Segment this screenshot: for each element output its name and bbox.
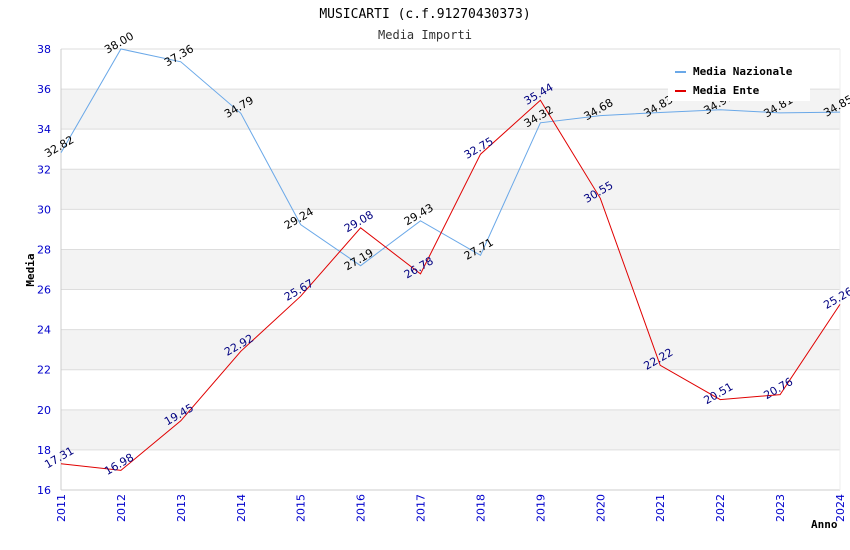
y-tick-label: 26 bbox=[37, 284, 51, 297]
data-label: 20.51 bbox=[702, 380, 736, 407]
grid-band bbox=[61, 329, 840, 370]
x-tick-label: 2021 bbox=[654, 494, 667, 522]
x-tick-labels: 2011 2012 2013 2014 2015 2016 2017 2018 2019 2020… bbox=[55, 494, 847, 522]
series-group bbox=[60, 48, 841, 471]
y-tick-label: 38 bbox=[37, 43, 51, 56]
chart-subtitle: Media Importi bbox=[378, 28, 472, 42]
x-tick-label: 2022 bbox=[714, 494, 727, 522]
y-tick-label: 16 bbox=[37, 484, 51, 497]
y-axis-label: Media bbox=[24, 253, 37, 286]
x-axis-label: Anno bbox=[811, 518, 838, 531]
y-tick-labels: 16 18 20 22 24 26 28 30 32 34 36 38 bbox=[37, 43, 51, 497]
x-tick-label: 2017 bbox=[415, 494, 428, 522]
legend: Media Nazionale Media Ente bbox=[668, 60, 810, 101]
x-tick-label: 2024 bbox=[834, 494, 847, 522]
legend-box bbox=[668, 60, 810, 101]
grid-band bbox=[61, 249, 840, 290]
data-label: 32.82 bbox=[42, 133, 76, 160]
x-tick-label: 2016 bbox=[355, 494, 368, 522]
x-tick-label: 2013 bbox=[175, 494, 188, 522]
y-tick-label: 24 bbox=[37, 324, 51, 337]
grid-band bbox=[61, 409, 840, 450]
legend-label-media-ente: Media Ente bbox=[693, 84, 760, 97]
y-tick-label: 20 bbox=[37, 404, 51, 417]
x-tick-label: 2011 bbox=[55, 494, 68, 522]
data-label: 20.76 bbox=[761, 375, 795, 402]
x-tick-label: 2023 bbox=[774, 494, 787, 522]
legend-label-media-nazionale: Media Nazionale bbox=[693, 65, 793, 78]
series-line-media-ente bbox=[60, 99, 841, 471]
chart-title: MUSICARTI (c.f.91270430373) bbox=[319, 7, 530, 22]
grid-band bbox=[61, 169, 840, 210]
x-tick-label: 2019 bbox=[534, 494, 547, 522]
grid-bands bbox=[61, 89, 840, 450]
y-tick-label: 36 bbox=[37, 83, 51, 96]
y-tick-label: 18 bbox=[37, 444, 51, 457]
y-tick-label: 34 bbox=[37, 123, 51, 136]
grid-lines bbox=[61, 48, 840, 491]
x-tick-label: 2014 bbox=[235, 494, 248, 522]
x-tick-label: 2018 bbox=[474, 494, 487, 522]
axes bbox=[60, 49, 841, 491]
y-tick-label: 22 bbox=[37, 364, 51, 377]
y-tick-label: 32 bbox=[37, 163, 51, 176]
y-tick-label: 30 bbox=[37, 203, 51, 216]
x-tick-label: 2020 bbox=[594, 494, 607, 522]
y-tick-label: 28 bbox=[37, 243, 51, 256]
data-label: 29.08 bbox=[342, 208, 376, 235]
data-label: 16.98 bbox=[102, 451, 136, 478]
x-tick-label: 2015 bbox=[295, 494, 308, 522]
x-tick-label: 2012 bbox=[115, 494, 128, 522]
series-line-media-nazionale bbox=[60, 48, 841, 267]
data-label: 37.36 bbox=[162, 42, 196, 69]
